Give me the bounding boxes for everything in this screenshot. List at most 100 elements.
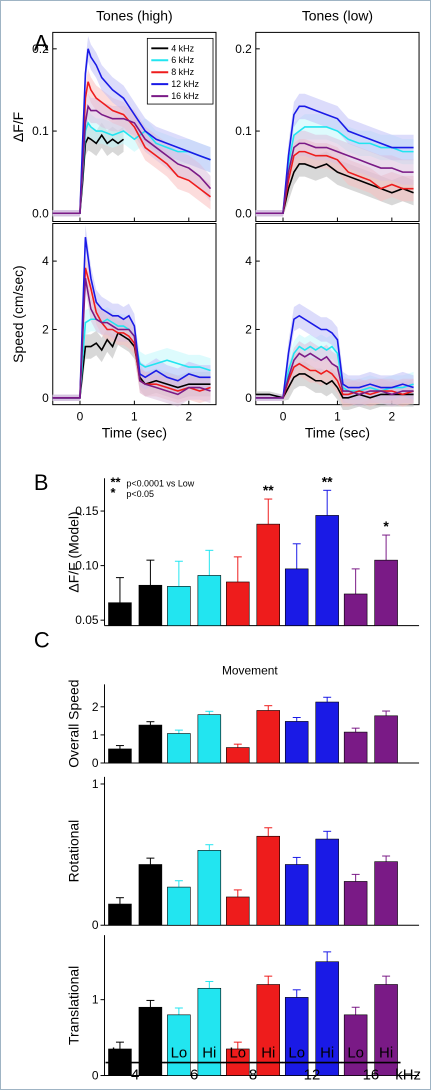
y-tick-label: 0.2	[32, 42, 49, 56]
series-line-6-khz	[255, 345, 414, 399]
y-tick-label: 0.1	[32, 124, 49, 138]
x-tick-label: 0	[77, 410, 84, 424]
pair-label: Lo	[171, 1045, 188, 1062]
bar	[315, 515, 339, 626]
y-tick-label: 0.05	[75, 613, 99, 627]
chart-df-low-tones: 0.0 0.1 0.2 Tones (low)	[235, 7, 420, 223]
x-tick-label: 0	[280, 410, 287, 424]
chart-overall-speed: 0 1 2 Movement Overall Speed	[66, 663, 420, 770]
significance-marker: **	[322, 473, 333, 489]
significance-legend-double-star: **	[110, 474, 121, 489]
y-axis-label: Overall Speed	[66, 680, 82, 768]
frequency-axis: Lo Hi Lo Hi Lo Hi Lo Hi Lo Hi4 6 8 12 16 kHz	[105, 1045, 421, 1084]
bar	[138, 724, 163, 764]
sem-band-4-khz	[52, 122, 124, 217]
y-tick-label: 0.1	[235, 124, 252, 138]
significance-legend-star: *	[110, 485, 116, 500]
bar	[167, 886, 191, 926]
bar	[108, 748, 132, 764]
y-axis-label: Speed (cm/sec)	[10, 265, 26, 363]
bar	[343, 731, 368, 764]
series-line-12-khz	[52, 48, 211, 215]
sem-band-6-khz	[52, 307, 211, 401]
bar	[315, 961, 339, 1076]
y-tick-label: 0.2	[235, 42, 252, 56]
y-tick-label: 0	[245, 391, 252, 405]
x-axis-label: Time (sec)	[305, 425, 370, 441]
bar	[167, 1014, 191, 1076]
significance-legend-single: p<0.05	[126, 489, 154, 499]
x-tick-label: 1	[131, 410, 138, 424]
group-label: 6	[190, 1067, 198, 1084]
pair-label: Lo	[347, 1045, 364, 1062]
bar	[374, 715, 398, 764]
chart-title: Tones (high)	[96, 7, 173, 23]
y-tick-label: 0	[42, 391, 49, 405]
bar	[284, 864, 309, 926]
y-axis-label: ΔF/F (Model)	[66, 511, 82, 592]
pair-label: Hi	[202, 1045, 216, 1062]
y-tick-label: 1	[92, 777, 99, 791]
sem-band-4-khz	[255, 151, 414, 217]
bar	[167, 733, 191, 764]
bar	[108, 602, 132, 626]
bar	[284, 721, 309, 764]
bar	[315, 701, 339, 764]
chart-speed-low-tones: 0 2 4 0 1 2 Time (sec)	[245, 223, 420, 441]
bar	[343, 881, 368, 926]
series-line-12-khz	[52, 237, 211, 399]
chart-title: Tones (low)	[302, 7, 373, 23]
y-tick-label: 4	[245, 254, 252, 268]
pair-label: Lo	[112, 1045, 129, 1062]
bar	[256, 523, 280, 626]
bar	[197, 987, 222, 1076]
bar	[226, 581, 250, 626]
pair-label: Lo	[229, 1045, 246, 1062]
chart-speed-high-tones: 0 2 4 0 1 2 Time (sec) Speed (cm/sec)	[10, 223, 217, 441]
y-tick-label: 2	[245, 322, 252, 336]
y-tick-label: 0.15	[75, 504, 99, 518]
y-tick-label: 1	[92, 728, 99, 742]
y-tick-label: 0.10	[75, 559, 99, 573]
bar	[374, 559, 398, 626]
series-line-8-khz	[255, 362, 414, 399]
series-line-16-khz	[255, 352, 414, 399]
bar	[138, 584, 163, 626]
y-tick-label: 0	[92, 756, 99, 770]
y-tick-label: 2	[92, 700, 99, 714]
chart-rotational: 0 1 Rotational	[66, 776, 420, 932]
bar	[167, 586, 191, 626]
series-line-4-khz	[255, 163, 414, 215]
significance-marker: **	[263, 482, 274, 498]
x-tick-label: 2	[389, 410, 396, 424]
pair-label: Hi	[143, 1045, 157, 1062]
group-label: 16	[363, 1067, 380, 1084]
legend-label: 16 kHz	[171, 91, 199, 101]
x-tick-label: 1	[334, 410, 341, 424]
sem-band-16-khz	[52, 93, 211, 217]
x-axis-label: Time (sec)	[102, 425, 167, 441]
y-axis-label: ΔF/F	[10, 112, 26, 142]
x-tick-label: 2	[185, 410, 192, 424]
series-line-4-khz	[52, 331, 211, 399]
bar	[374, 984, 398, 1076]
y-tick-label: 4	[42, 254, 49, 268]
sem-band-16-khz	[52, 266, 211, 407]
bar	[138, 1006, 163, 1076]
bar	[343, 593, 368, 626]
bar	[138, 864, 163, 926]
series-line-16-khz	[255, 142, 414, 215]
legend-label: 4 kHz	[171, 43, 194, 53]
panel-label-c: C	[34, 628, 50, 653]
pair-label: Hi	[320, 1045, 334, 1062]
bar	[256, 710, 280, 764]
legend-label: 8 kHz	[171, 67, 194, 77]
significance-legend-double: p<0.0001 vs Low	[126, 478, 194, 488]
bar	[226, 896, 250, 926]
series-line-16-khz	[52, 104, 212, 215]
y-tick-label: 0.0	[235, 206, 252, 220]
unit-label: kHz	[395, 1067, 421, 1084]
pair-label: Hi	[261, 1045, 275, 1062]
y-tick-label: 2	[42, 322, 49, 336]
